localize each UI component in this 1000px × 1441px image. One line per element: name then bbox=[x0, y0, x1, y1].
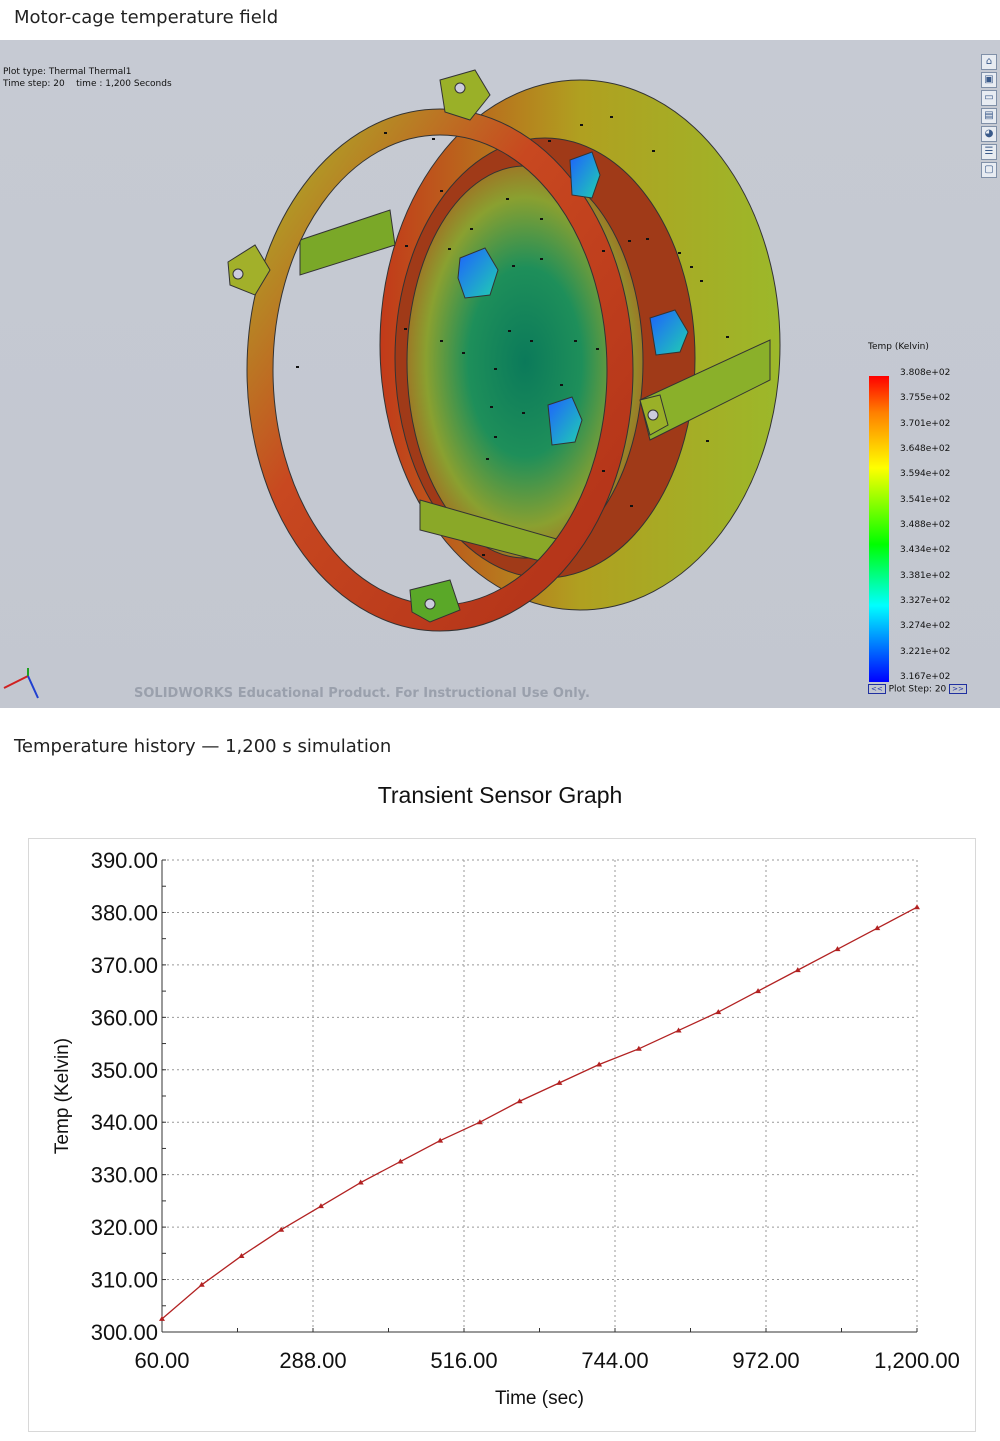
data-point bbox=[635, 1045, 642, 1051]
legend-value-label: 3.701e+02 bbox=[900, 418, 951, 429]
legend-value-label: 3.488e+02 bbox=[900, 520, 951, 530]
y-tick-label: 380.00 bbox=[91, 900, 158, 925]
legend-value-label: 3.808e+02 bbox=[900, 368, 951, 378]
legend-value-label: 3.434e+02 bbox=[900, 545, 951, 556]
data-point bbox=[278, 1226, 285, 1232]
heat-block bbox=[457, 151, 689, 446]
y-tick-label: 390.00 bbox=[91, 848, 158, 873]
legend-value-label: 3.167e+02 bbox=[900, 672, 951, 682]
previous-step-button[interactable]: << bbox=[868, 684, 886, 694]
data-point bbox=[198, 1281, 205, 1287]
legend-title: Temp (Kelvin) bbox=[868, 342, 929, 352]
plot-type-label: Plot type: Thermal Thermal1 bbox=[3, 67, 132, 77]
data-point bbox=[755, 988, 762, 994]
data-point bbox=[556, 1079, 563, 1085]
data-point bbox=[159, 1315, 165, 1321]
layout-icon[interactable]: ▤ bbox=[981, 108, 997, 124]
x-tick-label: 972.00 bbox=[732, 1348, 799, 1373]
data-point bbox=[794, 967, 801, 973]
legend-value-label: 3.594e+02 bbox=[900, 469, 951, 480]
data-point bbox=[238, 1252, 245, 1258]
x-axis-title: Time (sec) bbox=[495, 1388, 584, 1409]
display-icon[interactable]: ▢ bbox=[981, 162, 997, 178]
data-point bbox=[516, 1098, 523, 1104]
x-tick-label: 516.00 bbox=[430, 1348, 497, 1373]
data-point bbox=[874, 925, 881, 931]
color-wheel-icon[interactable]: ◕ bbox=[981, 126, 997, 142]
data-point bbox=[914, 904, 920, 910]
legend-value-label: 3.648e+02 bbox=[900, 444, 951, 454]
legend-value-label: 3.381e+02 bbox=[900, 570, 951, 581]
x-tick-label: 288.00 bbox=[279, 1348, 346, 1373]
x-tick-label: 60.00 bbox=[134, 1348, 189, 1373]
y-tick-label: 300.00 bbox=[91, 1320, 158, 1345]
x-tick-label: 744.00 bbox=[581, 1348, 648, 1373]
axis-triad-icon bbox=[3, 668, 39, 699]
legend-value-label: 3.327e+02 bbox=[900, 596, 951, 606]
watermark: SOLIDWORKS Educational Product. For Inst… bbox=[134, 686, 590, 701]
data-point bbox=[834, 946, 841, 952]
data-point bbox=[317, 1203, 324, 1209]
y-tick-label: 360.00 bbox=[91, 1005, 158, 1030]
y-tick-label: 340.00 bbox=[91, 1110, 158, 1135]
plot-step-control: << Plot Step: 20 >> bbox=[868, 684, 967, 695]
y-tick-label: 310.00 bbox=[91, 1268, 158, 1293]
data-point bbox=[357, 1179, 364, 1185]
chart-title: Transient Sensor Graph bbox=[377, 782, 623, 808]
data-point bbox=[675, 1027, 682, 1033]
data-point bbox=[715, 1009, 722, 1015]
x-tick-label: 1,200.00 bbox=[874, 1348, 960, 1373]
y-tick-label: 350.00 bbox=[91, 1058, 158, 1083]
data-point bbox=[596, 1061, 603, 1067]
time-step-label: Time step: 20 time : 1,200 Seconds bbox=[3, 79, 172, 89]
next-step-button[interactable]: >> bbox=[949, 684, 967, 694]
y-tick-label: 330.00 bbox=[91, 1163, 158, 1188]
legend-value-label: 3.755e+02 bbox=[900, 393, 951, 404]
home-icon[interactable]: ⌂ bbox=[981, 54, 997, 70]
list-icon[interactable]: ☰ bbox=[981, 144, 997, 160]
y-tick-label: 370.00 bbox=[91, 953, 158, 978]
legend-value-label: 3.541e+02 bbox=[900, 494, 951, 505]
y-tick-label: 320.00 bbox=[91, 1215, 158, 1240]
cube-icon[interactable]: ▣ bbox=[981, 72, 997, 88]
motor-cage-model[interactable] bbox=[0, 40, 1000, 708]
model-viewport[interactable]: Plot type: Thermal Thermal1 Time step: 2… bbox=[0, 40, 1000, 708]
data-point bbox=[476, 1119, 483, 1125]
model-section-title: Motor-cage temperature field bbox=[14, 7, 279, 28]
chart-frame bbox=[28, 838, 976, 1432]
plot-step-label: Plot Step: 20 bbox=[888, 684, 947, 695]
data-point bbox=[437, 1137, 444, 1143]
legend-color-bar bbox=[869, 376, 889, 682]
chart-section-title: Temperature history — 1,200 s simulation bbox=[14, 736, 392, 757]
data-point bbox=[397, 1158, 404, 1164]
folder-icon[interactable]: ▭ bbox=[981, 90, 997, 106]
y-axis-title: Temp (Kelvin) bbox=[52, 1038, 73, 1154]
view-toolbar: ⌂ ▣ ▭ ▤ ◕ ☰ ▢ bbox=[981, 54, 997, 180]
series-line bbox=[161, 906, 918, 1320]
legend-value-label: 3.221e+02 bbox=[900, 646, 951, 657]
legend-value-label: 3.274e+02 bbox=[900, 621, 951, 632]
